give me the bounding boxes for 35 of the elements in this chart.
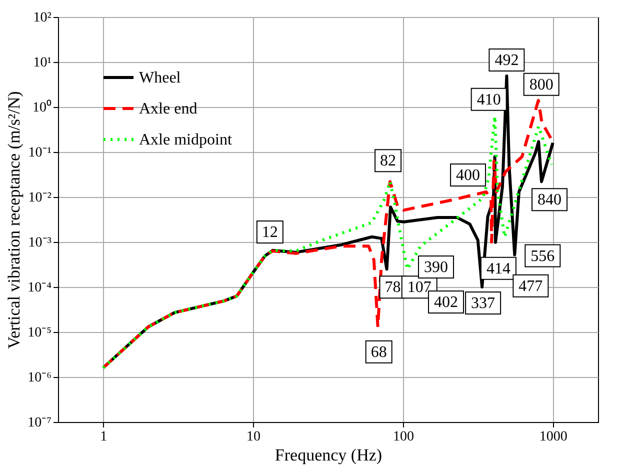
annotation: 410	[476, 91, 501, 108]
x-tick-label: 10	[246, 430, 261, 444]
legend-label: Axle end	[139, 100, 198, 118]
legend-label: Axle midpoint	[139, 132, 232, 148]
annotation: 477	[518, 278, 543, 295]
annotation: 800	[529, 76, 554, 94]
annotation: 414	[486, 260, 510, 278]
x-tick-label: 1000	[539, 430, 568, 444]
annotation: 12	[262, 224, 278, 241]
annotation: 400	[456, 167, 480, 184]
annotation: 337	[471, 295, 496, 312]
annotation: 107	[407, 279, 432, 296]
annotation: 402	[434, 294, 458, 311]
legend-label: Wheel	[139, 70, 182, 86]
annotation: 82	[380, 152, 396, 170]
y-tick-label: 10⁰	[32, 100, 52, 116]
y-tick-label: 10⁻⁵	[28, 326, 52, 340]
y-tick-label: 10⁻³	[28, 236, 52, 250]
y-tick-label: 10¹	[33, 56, 52, 70]
annotation: 390	[424, 259, 448, 276]
annotation: 68	[370, 344, 387, 361]
y-tick-label: 10⁻²	[28, 190, 52, 206]
annotation: 78	[384, 279, 401, 296]
annotation: 556	[530, 248, 555, 265]
y-tick-label: 10⁻⁷	[28, 416, 52, 430]
y-tick-label: 10⁻⁴	[28, 280, 52, 296]
y-tick-label: 10⁻¹	[28, 146, 52, 160]
x-tick-label: 100	[392, 430, 414, 444]
x-axis-title: Frequency (Hz)	[274, 446, 382, 464]
x-tick-label: 1	[100, 430, 108, 444]
y-tick-label: 10²	[33, 10, 52, 26]
annotation: 492	[494, 52, 519, 69]
annotation: 840	[538, 192, 562, 209]
y-axis-title: Vertical vibration receptance (m/s²/N)	[4, 91, 24, 349]
y-tick-label: 10⁻⁶	[28, 370, 52, 386]
